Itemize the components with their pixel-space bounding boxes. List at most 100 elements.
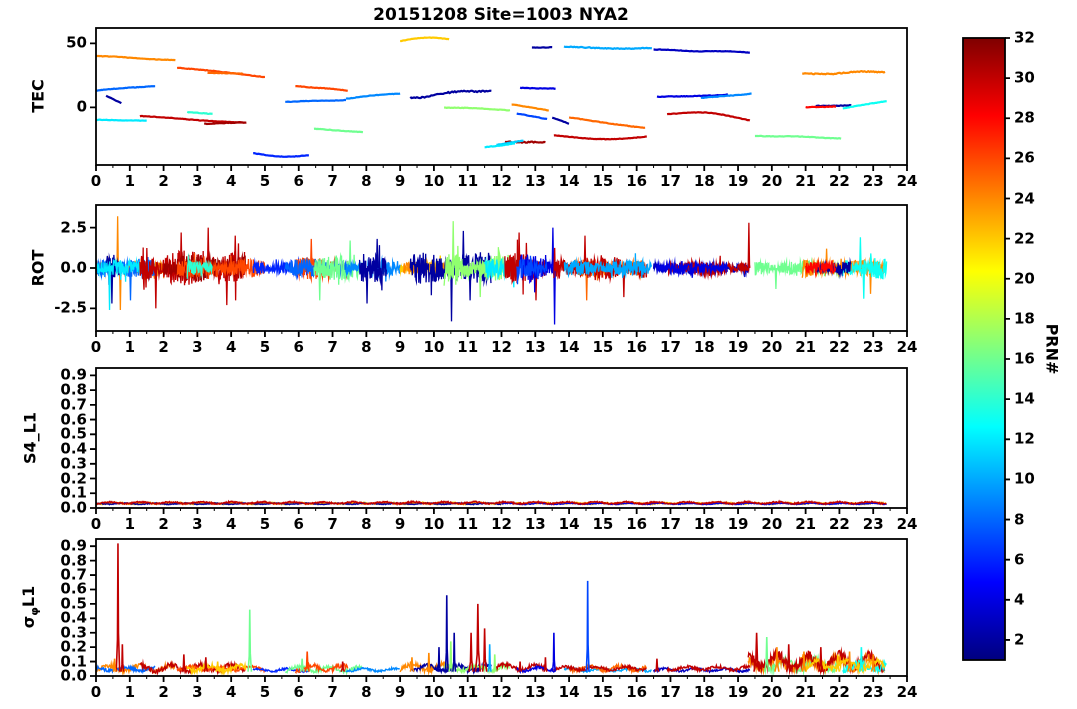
x-tick-label: 6 (293, 515, 304, 533)
y-tick-label: 0.5 (60, 424, 87, 443)
x-tick-label: 23 (862, 172, 884, 190)
x-tick-label: 16 (626, 172, 648, 190)
x-tick-label: 10 (423, 683, 445, 701)
x-tick-label: 12 (491, 683, 512, 701)
x-tick-label: 3 (192, 683, 203, 701)
x-tick-label: 8 (361, 172, 372, 190)
x-tick-label: 10 (423, 172, 445, 190)
x-tick-label: 5 (259, 515, 271, 533)
x-tick-label: 20 (761, 172, 783, 190)
x-tick-label: 12 (491, 172, 512, 190)
x-tick-label: 14 (558, 338, 580, 356)
x-tick-label: 1 (124, 683, 135, 701)
x-tick-label: 17 (660, 338, 681, 356)
x-tick-label: 15 (592, 683, 614, 701)
x-tick-label: 14 (558, 683, 580, 701)
x-tick-label: 15 (592, 515, 614, 533)
colorbar-tick-label: 20 (1014, 269, 1035, 288)
x-tick-label: 4 (225, 338, 237, 356)
colorbar-tick-label: 16 (1014, 349, 1035, 368)
x-tick-label: 8 (361, 515, 372, 533)
x-tick-label: 17 (660, 515, 681, 533)
x-tick-label: 15 (592, 338, 614, 356)
x-tick-label: 24 (896, 338, 918, 356)
x-tick-label: 1 (124, 338, 135, 356)
colorbar-tick-label: 2 (1014, 630, 1025, 649)
x-tick-label: 22 (828, 172, 850, 190)
x-tick-label: 18 (693, 683, 715, 701)
x-tick-label: 12 (491, 515, 512, 533)
y-tick-label: 0.4 (60, 608, 87, 627)
x-tick-label: 1 (124, 515, 135, 533)
x-tick-label: 20 (761, 683, 783, 701)
x-tick-label: 2 (158, 172, 169, 190)
y-tick-label: 0.2 (60, 469, 87, 488)
x-tick-label: 21 (795, 338, 817, 356)
x-tick-label: 19 (727, 683, 749, 701)
x-tick-label: 23 (862, 338, 884, 356)
x-tick-label: 11 (457, 172, 479, 190)
x-tick-label: 19 (727, 172, 749, 190)
x-tick-label: 23 (862, 683, 884, 701)
x-tick-label: 0 (90, 172, 102, 190)
x-tick-label: 18 (693, 172, 715, 190)
y-tick-label: 50 (66, 33, 87, 52)
x-tick-label: 24 (896, 172, 918, 190)
x-tick-label: 3 (192, 338, 203, 356)
y-tick-label: 0.3 (60, 454, 87, 473)
x-tick-label: 16 (626, 338, 648, 356)
x-tick-label: 8 (361, 338, 372, 356)
x-tick-label: 21 (795, 172, 817, 190)
x-tick-label: 2 (158, 338, 169, 356)
x-tick-label: 11 (457, 515, 479, 533)
x-tick-label: 7 (327, 515, 338, 533)
x-tick-label: 13 (524, 515, 546, 533)
x-tick-label: 5 (259, 338, 271, 356)
y-tick-label: 0.0 (60, 258, 87, 277)
ylabel-rot: ROT (28, 249, 48, 287)
x-tick-label: 19 (727, 338, 749, 356)
colorbar-tick-label: 18 (1014, 309, 1035, 328)
colorbar-tick-label: 4 (1014, 590, 1025, 609)
colorbar-tick-label: 8 (1014, 510, 1025, 529)
sigma-symbol: σ (18, 615, 38, 629)
colorbar-tick-label: 22 (1014, 229, 1035, 248)
y-tick-label: 0.0 (60, 498, 87, 517)
ylabel-s4-l1: S4_L1 (20, 412, 40, 464)
x-tick-label: 13 (524, 172, 546, 190)
x-tick-label: 6 (293, 683, 304, 701)
y-tick-label: 0.8 (60, 380, 87, 399)
l1-label-part: L1 (18, 585, 38, 608)
y-tick-label: 0.6 (60, 579, 87, 598)
colorbar-tick-label: 26 (1014, 148, 1035, 167)
y-tick-label: 0.5 (60, 594, 87, 613)
x-tick-label: 4 (225, 515, 237, 533)
x-tick-label: 22 (828, 515, 850, 533)
x-tick-label: 14 (558, 172, 580, 190)
x-tick-label: 2 (158, 515, 169, 533)
y-tick-label: 0.4 (60, 439, 87, 458)
x-tick-label: 22 (828, 338, 850, 356)
x-tick-label: 7 (327, 683, 338, 701)
y-tick-label: 0.8 (60, 551, 87, 570)
x-tick-label: 21 (795, 683, 817, 701)
y-tick-label: 0.6 (60, 410, 87, 429)
x-tick-label: 0 (90, 683, 102, 701)
colorbar-tick-label: 10 (1014, 469, 1035, 488)
x-tick-label: 0 (90, 338, 102, 356)
colorbar-tick-label: 24 (1014, 189, 1035, 208)
y-tick-label: 0.9 (60, 365, 87, 384)
colorbar-tick-label: 28 (1014, 108, 1035, 127)
y-tick-label: 0.1 (60, 652, 87, 671)
x-tick-label: 18 (693, 338, 715, 356)
x-tick-label: 3 (192, 515, 203, 533)
x-tick-label: 9 (394, 172, 406, 190)
x-tick-label: 17 (660, 172, 681, 190)
x-tick-label: 22 (828, 683, 850, 701)
x-tick-label: 24 (896, 683, 918, 701)
y-tick-label: 0.1 (60, 483, 87, 502)
y-tick-label: 0.0 (60, 666, 87, 685)
x-tick-label: 21 (795, 515, 817, 533)
